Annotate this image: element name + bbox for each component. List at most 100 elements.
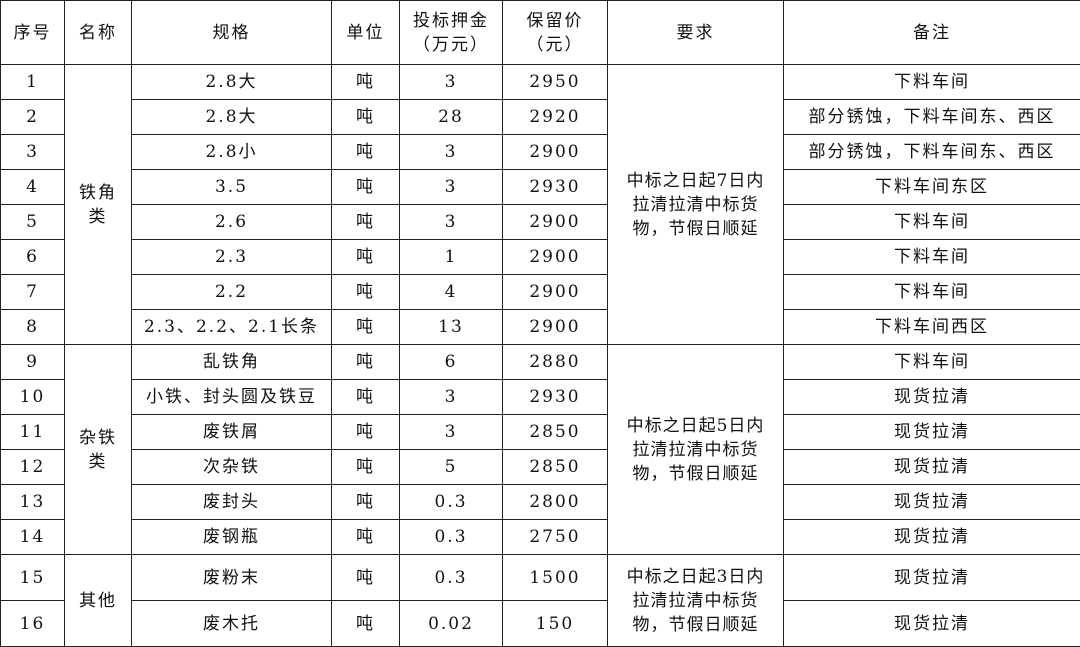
deposit-cell: 3 <box>399 134 503 170</box>
spec-cell: 2.3、2.2、2.1长条 <box>131 309 332 345</box>
reserve-price-cell: 2950 <box>502 64 608 100</box>
text-line: 拉清拉清中标货 <box>632 590 759 611</box>
requirement-cell: 中标之日起7日内 拉清拉清中标货 物，节假日顺延 <box>607 64 784 345</box>
note-cell: 现货拉清 <box>783 600 1080 647</box>
spec-cell: 3.5 <box>131 169 332 205</box>
deposit-cell: 6 <box>399 344 503 380</box>
col-name-header: 名称 <box>64 0 132 65</box>
header-row: 序号 名称 规格 单位 投标押金 （万元） 保留价 （元） 要求 备注 <box>0 0 1080 65</box>
table-row: 16 废木托吨 0.02 150 现货拉清 <box>0 600 1080 647</box>
note-cell: 下料车间 <box>783 274 1080 310</box>
deposit-cell: 0.3 <box>399 519 503 555</box>
requirement-cell: 中标之日起5日内 拉清拉清中标货 物，节假日顺延 <box>607 344 784 555</box>
row-number: 11 <box>0 414 65 450</box>
deposit-cell: 0.02 <box>399 600 503 647</box>
reserve-price-cell: 2920 <box>502 99 608 135</box>
spec-cell: 乱铁角 <box>131 344 332 380</box>
row-number: 16 <box>0 600 65 647</box>
text-line: 其他 <box>79 590 117 611</box>
table-row: 15 其他 废粉末吨 0.3 1500 中标之日起3日内 拉清拉清中标货 物，节假日顺延 现货拉… <box>0 554 1080 647</box>
note-cell: 部分锈蚀，下料车间东、西区 <box>783 134 1080 170</box>
table-row: 13 废封头吨 0.3 2800 现货拉清 <box>0 484 1080 520</box>
reserve-price-cell: 2880 <box>502 344 608 380</box>
reserve-price-cell: 2850 <box>502 449 608 485</box>
row-number: 4 <box>0 169 65 205</box>
table-row: 11 废铁屑吨 3 2850 现货拉清 <box>0 414 1080 450</box>
spec-cell: 次杂铁 <box>131 449 332 485</box>
text-line: 要求 <box>676 22 715 43</box>
spec-cell: 2.8小 <box>131 134 332 170</box>
unit-cell: 吨 <box>331 600 400 647</box>
reserve-price-cell: 2900 <box>502 274 608 310</box>
note-cell: 现货拉清 <box>783 379 1080 415</box>
unit-cell: 吨 <box>331 309 400 345</box>
reserve-price-cell: 150 <box>502 600 608 647</box>
unit-cell: 吨 <box>331 169 400 205</box>
row-number: 12 <box>0 449 65 485</box>
col-no-header: 序号 <box>0 0 65 65</box>
note-cell: 下料车间 <box>783 64 1080 100</box>
note-cell: 现货拉清 <box>783 484 1080 520</box>
requirement-cell: 中标之日起3日内 拉清拉清中标货 物，节假日顺延 <box>607 554 784 647</box>
row-number: 7 <box>0 274 65 310</box>
table-row: 1 铁角类 2.8大吨 3 2950 中标之日起7日内 拉清拉清中标货 物，节假日顺延 下料车间 <box>0 64 1080 345</box>
note-cell: 下料车间 <box>783 344 1080 380</box>
deposit-cell: 3 <box>399 169 503 205</box>
unit-cell: 吨 <box>331 99 400 135</box>
text-line: 物，节假日顺延 <box>632 614 759 635</box>
row-number: 6 <box>0 239 65 275</box>
text-line: 类 <box>88 206 108 227</box>
text-line: （元） <box>526 34 584 55</box>
unit-cell: 吨 <box>331 554 400 601</box>
row-number: 1 <box>0 64 65 100</box>
row-number: 15 <box>0 554 65 601</box>
spec-cell: 2.8大 <box>131 64 332 100</box>
text-line: 中标之日起3日内 <box>626 566 765 587</box>
reserve-price-cell: 2930 <box>502 169 608 205</box>
unit-cell: 吨 <box>331 274 400 310</box>
table-row: 2 2.8大吨 28 2920 部分锈蚀，下料车间东、西区 <box>0 99 1080 135</box>
col-note-header: 备注 <box>783 0 1080 65</box>
category-name: 其他 <box>64 554 132 647</box>
unit-cell: 吨 <box>331 239 400 275</box>
deposit-cell: 3 <box>399 414 503 450</box>
text-line: 投标押金 <box>413 10 489 31</box>
deposit-cell: 3 <box>399 379 503 415</box>
reserve-price-cell: 2900 <box>502 204 608 240</box>
unit-cell: 吨 <box>331 344 400 380</box>
unit-cell: 吨 <box>331 379 400 415</box>
spec-cell: 2.6 <box>131 204 332 240</box>
row-number: 14 <box>0 519 65 555</box>
text-line: 备注 <box>913 22 951 43</box>
reserve-price-cell: 2750 <box>502 519 608 555</box>
note-cell: 现货拉清 <box>783 414 1080 450</box>
category-name: 铁角类 <box>64 64 132 345</box>
spec-cell: 废封头 <box>131 484 332 520</box>
col-spec-header: 规格 <box>131 0 332 65</box>
reserve-price-cell: 2900 <box>502 239 608 275</box>
note-cell: 部分锈蚀，下料车间东、西区 <box>783 99 1080 135</box>
reserve-price-cell: 2800 <box>502 484 608 520</box>
row-number: 3 <box>0 134 65 170</box>
text-line: （万元） <box>413 34 489 55</box>
table-row: 12 次杂铁吨 5 2850 现货拉清 <box>0 449 1080 485</box>
deposit-cell: 4 <box>399 274 503 310</box>
unit-cell: 吨 <box>331 449 400 485</box>
deposit-cell: 3 <box>399 64 503 100</box>
table-row: 9 杂铁类乱铁角吨 6 2880 中标之日起5日内 拉清拉清中标货 物，节假日顺延 下料车间 <box>0 344 1080 555</box>
row-number: 8 <box>0 309 65 345</box>
row-number: 10 <box>0 379 65 415</box>
table-row: 4 3.5 吨 3 2930 下料车间东区 <box>0 169 1080 205</box>
text-line: 拉清拉清中标货 <box>632 439 759 460</box>
unit-cell: 吨 <box>331 484 400 520</box>
note-cell: 下料车间 <box>783 239 1080 275</box>
text-line: 类 <box>88 451 108 472</box>
text-line: 中标之日起7日内 <box>626 170 765 191</box>
col-deposit-header: 投标押金 （万元） <box>399 0 503 65</box>
spec-cell: 2.2 <box>131 274 332 310</box>
spec-cell: 废钢瓶 <box>131 519 332 555</box>
text-line: 物，节假日顺延 <box>632 463 759 484</box>
row-number: 9 <box>0 344 65 380</box>
table-row: 10 小铁、封头圆及铁豆吨 3 2930 现货拉清 <box>0 379 1080 415</box>
